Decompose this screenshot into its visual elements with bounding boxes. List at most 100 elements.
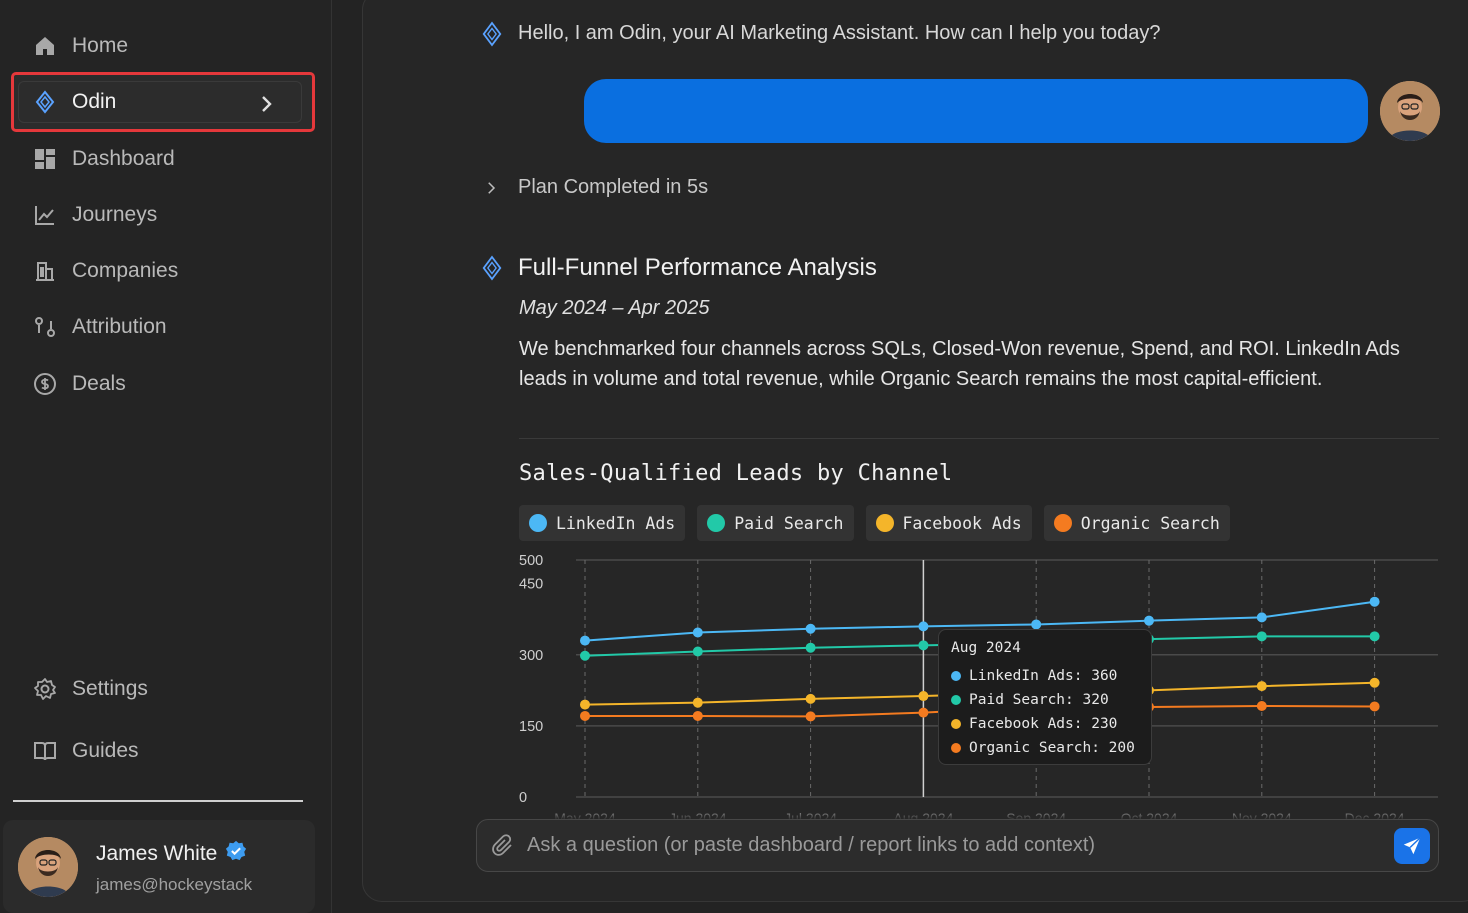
data-point	[580, 710, 590, 721]
avatar	[18, 837, 78, 897]
data-point	[1369, 701, 1380, 712]
y-tick-label: 450	[519, 577, 543, 593]
sidebar-item-label: Guides	[72, 739, 139, 762]
dollar-icon	[32, 371, 58, 397]
data-point	[1256, 612, 1267, 623]
series-line	[584, 600, 1375, 642]
sidebar-item-home[interactable]: Home	[14, 19, 312, 73]
legend-dot	[1053, 514, 1072, 532]
user-profile-card[interactable]: James White james@hockeystack	[3, 820, 315, 913]
odin-diamond-icon	[481, 21, 503, 47]
sidebar-item-label: Dashboard	[72, 147, 175, 170]
chat-composer	[476, 819, 1439, 872]
sidebar-item-attribution[interactable]: Attribution	[14, 300, 312, 354]
data-point	[692, 710, 703, 721]
y-tick-label: 500	[519, 553, 543, 569]
tooltip-title: Aug 2024	[951, 640, 1021, 656]
chart-legend: LinkedIn Ads Paid Search Facebook Ads Or…	[519, 505, 1230, 541]
sidebar-item-guides[interactable]: Guides	[14, 724, 312, 778]
tooltip-dot	[951, 671, 961, 681]
attribution-icon	[32, 314, 58, 340]
gear-icon	[32, 676, 58, 702]
sidebar: Home Odin Dashboard Journeys Companies	[0, 0, 332, 913]
send-button[interactable]	[1394, 828, 1430, 864]
data-point	[918, 707, 929, 718]
data-point	[918, 691, 929, 702]
sidebar-item-companies[interactable]: Companies	[14, 244, 312, 298]
dashboard-icon	[32, 146, 58, 172]
assistant-greeting: Hello, I am Odin, your AI Marketing Assi…	[518, 22, 1161, 44]
legend-item-paid-search[interactable]: Paid Search	[697, 505, 854, 541]
sidebar-item-dashboard[interactable]: Dashboard	[14, 132, 312, 186]
data-point	[805, 693, 816, 704]
data-point	[1144, 615, 1154, 626]
tooltip-dot	[951, 695, 961, 705]
data-point	[1256, 700, 1267, 711]
data-point	[692, 646, 703, 657]
odin-diamond-icon	[481, 255, 503, 281]
legend-item-organic[interactable]: Organic Search	[1043, 505, 1230, 541]
plan-status[interactable]: Plan Completed in 5s	[518, 176, 709, 198]
response-title: Full-Funnel Performance Analysis	[518, 254, 877, 281]
user-message-bubble	[584, 79, 1368, 143]
tooltip-row: Paid Search: 320	[951, 688, 1139, 712]
sidebar-item-label: Home	[72, 34, 129, 57]
tooltip-dot	[951, 719, 961, 729]
data-point	[692, 627, 703, 638]
data-point	[918, 621, 929, 632]
data-point	[1369, 677, 1380, 688]
y-tick-label: 150	[519, 719, 543, 735]
y-tick-label: 300	[519, 648, 543, 664]
data-point	[580, 699, 590, 710]
sidebar-item-label: Settings	[72, 677, 148, 700]
sidebar-item-settings[interactable]: Settings	[14, 662, 312, 716]
chat-input[interactable]	[527, 820, 1377, 871]
chat-panel	[362, 0, 1468, 902]
data-point	[1031, 619, 1042, 630]
sidebar-item-label: Odin	[72, 90, 117, 113]
data-point	[580, 650, 590, 661]
data-point	[692, 697, 703, 708]
chevron-right-icon	[254, 92, 278, 122]
legend-item-facebook[interactable]: Facebook Ads	[865, 505, 1032, 541]
home-icon	[32, 33, 58, 59]
legend-dot	[707, 514, 726, 532]
data-point	[918, 640, 929, 651]
legend-item-linkedin[interactable]: LinkedIn Ads	[519, 505, 686, 541]
verified-badge-icon	[225, 840, 247, 868]
tooltip-row: Facebook Ads: 230	[951, 712, 1139, 736]
data-point	[1369, 631, 1380, 642]
data-point	[1369, 596, 1380, 607]
data-point	[1256, 681, 1267, 692]
diamond-icon	[32, 89, 58, 115]
tooltip-dot	[951, 743, 961, 753]
data-point	[805, 711, 816, 722]
section-divider	[519, 438, 1439, 439]
user-email: james@hockeystack	[96, 875, 253, 894]
legend-dot	[529, 514, 547, 532]
paperclip-icon[interactable]	[491, 834, 515, 858]
sidebar-item-label: Attribution	[72, 315, 167, 338]
y-tick-label: 0	[519, 790, 527, 806]
building-icon	[32, 258, 58, 284]
data-point	[805, 642, 816, 653]
legend-dot	[875, 514, 894, 532]
response-period: May 2024 – Apr 2025	[519, 297, 710, 319]
chevron-right-icon[interactable]	[482, 179, 500, 202]
send-icon	[1403, 837, 1421, 855]
tooltip-row: LinkedIn Ads: 360	[951, 664, 1139, 688]
sidebar-item-label: Deals	[72, 372, 126, 395]
book-icon	[32, 738, 58, 764]
sidebar-divider	[13, 800, 303, 802]
chart-tooltip: Aug 2024 LinkedIn Ads: 360 Paid Search: …	[938, 629, 1152, 765]
response-summary: We benchmarked four channels across SQLs…	[519, 338, 1400, 390]
sidebar-item-odin[interactable]: Odin	[11, 72, 315, 132]
sidebar-item-deals[interactable]: Deals	[14, 357, 312, 411]
sidebar-item-journeys[interactable]: Journeys	[14, 188, 312, 242]
chart-line-icon	[32, 202, 58, 228]
data-point	[805, 623, 816, 634]
data-point	[580, 635, 590, 646]
tooltip-row: Organic Search: 200	[951, 736, 1139, 760]
chart-title: Sales-Qualified Leads by Channel	[519, 461, 953, 486]
scroll-fade	[476, 806, 1439, 820]
